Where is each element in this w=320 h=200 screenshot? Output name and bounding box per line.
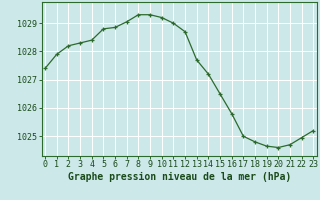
X-axis label: Graphe pression niveau de la mer (hPa): Graphe pression niveau de la mer (hPa) [68, 172, 291, 182]
